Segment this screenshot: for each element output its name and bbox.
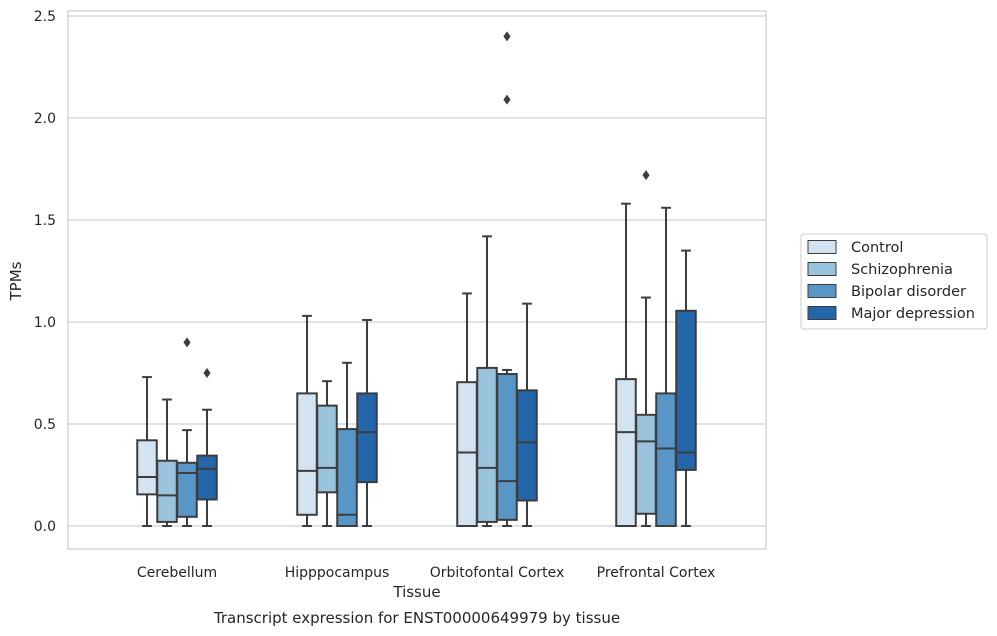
y-axis-label: TPMs bbox=[7, 261, 25, 301]
box-body bbox=[196, 454, 218, 501]
box-0-0 bbox=[136, 376, 158, 527]
legend-swatch bbox=[807, 306, 837, 320]
legend: Control Schizophrenia Bipolar disorder Majo… bbox=[800, 233, 988, 330]
x-tick-label: Prefrontal Cortex bbox=[597, 565, 716, 581]
y-tick-label: 0.5 bbox=[34, 417, 56, 433]
box-1-3 bbox=[356, 318, 378, 527]
x-tick-label: Orbitofontal Cortex bbox=[430, 565, 565, 581]
outlier-point bbox=[203, 368, 211, 378]
legend-label: Bipolar disorder bbox=[851, 284, 966, 300]
legend-swatch bbox=[807, 284, 837, 298]
box-2-3 bbox=[516, 302, 538, 527]
box-groups bbox=[136, 31, 697, 528]
box-2-1 bbox=[476, 235, 498, 527]
legend-label: Major depression bbox=[851, 306, 975, 322]
legend-label: Schizophrenia bbox=[851, 262, 953, 278]
box-3-1 bbox=[635, 170, 657, 527]
outlier-point bbox=[183, 337, 191, 348]
box-body bbox=[655, 392, 677, 527]
outlier-point bbox=[642, 170, 650, 181]
box-body bbox=[675, 309, 697, 471]
box-1-1 bbox=[316, 380, 338, 527]
outlier-point bbox=[503, 94, 511, 105]
legend-swatch bbox=[807, 240, 837, 254]
box-body bbox=[356, 392, 378, 484]
box-0-2 bbox=[176, 337, 198, 527]
x-tick-label: Hipppocampus bbox=[285, 565, 390, 581]
box-body bbox=[476, 366, 498, 523]
box-2-2 bbox=[496, 31, 518, 527]
y-tick-label: 2.0 bbox=[34, 111, 56, 127]
box-body bbox=[316, 404, 338, 494]
x-axis-label: Tissue bbox=[392, 583, 440, 601]
legend-frame bbox=[800, 233, 988, 330]
box-body bbox=[615, 378, 637, 527]
box-body bbox=[336, 428, 358, 528]
plot-frame bbox=[67, 10, 767, 550]
box-body bbox=[496, 373, 518, 521]
box-body bbox=[156, 459, 178, 523]
x-tick-label: Cerebellum bbox=[137, 565, 217, 581]
x-tick-labels: Cerebellum Hipppocampus Orbitofontal Corte… bbox=[137, 565, 715, 581]
legend-swatch bbox=[807, 262, 837, 276]
legend-label: Control bbox=[851, 240, 903, 256]
box-body bbox=[136, 439, 158, 496]
box-body bbox=[176, 461, 198, 518]
y-tick-label: 0.0 bbox=[34, 519, 56, 535]
y-tick-labels: 0.0 0.5 1.0 1.5 2.0 2.5 bbox=[34, 9, 56, 535]
box-3-0 bbox=[615, 202, 637, 527]
outlier-point bbox=[503, 31, 511, 42]
box-body bbox=[456, 381, 478, 527]
box-body bbox=[296, 392, 318, 516]
box-0-3 bbox=[196, 368, 218, 527]
y-tick-label: 1.0 bbox=[34, 315, 56, 331]
chart-caption: Transcript expression for ENST0000064997… bbox=[213, 609, 620, 627]
box-body bbox=[635, 413, 657, 515]
y-tick-label: 2.5 bbox=[34, 9, 56, 25]
y-tick-label: 1.5 bbox=[34, 213, 56, 229]
box-3-3 bbox=[675, 249, 697, 527]
box-body bbox=[516, 389, 538, 502]
